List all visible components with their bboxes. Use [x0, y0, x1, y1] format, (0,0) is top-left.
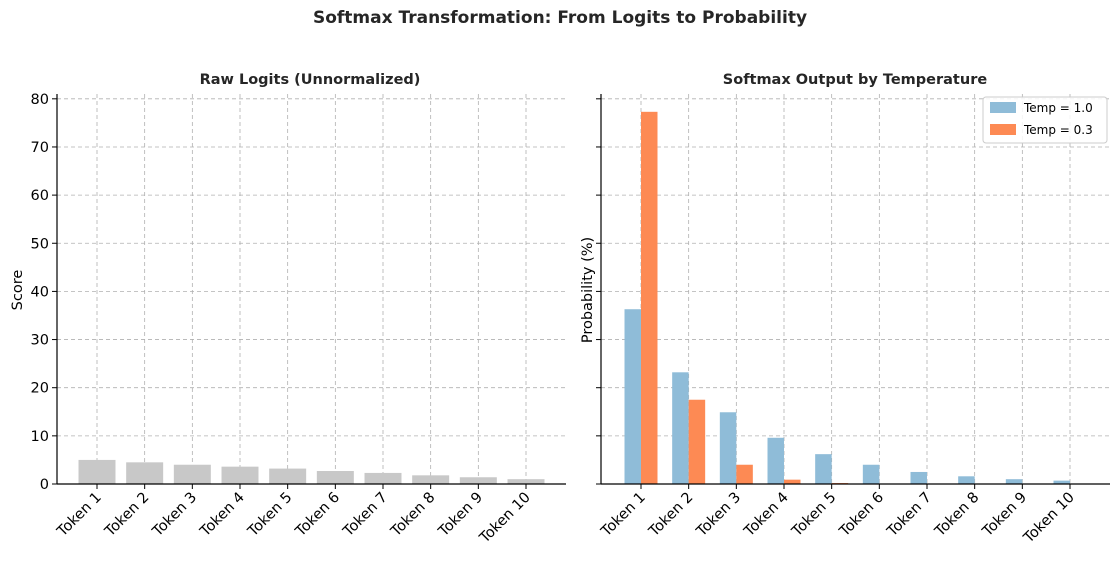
softmax-bars: [625, 112, 1071, 484]
logits-panel: Raw Logits (Unnormalized) Score 0 10 20 30 4…: [10, 72, 566, 547]
softmax-bar-temp-1-0-token-8: [958, 476, 975, 484]
logits-bar-token-2: [126, 462, 163, 484]
logits-y-tick-label-50: 50: [31, 236, 49, 252]
softmax-bar-temp-0-3-token-1: [641, 112, 658, 484]
softmax-y-axis-label: Probability (%): [580, 237, 596, 343]
logits-bar-token-9: [460, 477, 497, 484]
logits-y-tick-label-0: 0: [40, 477, 49, 493]
softmax-bar-temp-1-0-token-4: [768, 438, 785, 484]
logits-x-tick-label-token-8: Token 8: [388, 490, 439, 541]
softmax-y-ticks: [596, 99, 601, 484]
legend-swatch-temp-1-0: [990, 102, 1016, 113]
legend-swatch-temp-0-3: [990, 124, 1016, 135]
softmax-x-tick-label-token-2: Token 2: [646, 490, 697, 541]
logits-y-tick-label-20: 20: [31, 381, 49, 397]
softmax-panel: Softmax Output by Temperature Probabilit…: [580, 72, 1110, 547]
logits-x-tick-label-token-1: Token 1: [54, 490, 105, 541]
softmax-panel-title: Softmax Output by Temperature: [723, 72, 988, 88]
softmax-x-tick-label-token-8: Token 8: [932, 490, 983, 541]
logits-y-tick-label-80: 80: [31, 92, 49, 108]
logits-bar-token-3: [174, 465, 211, 484]
logits-x-tick-label-token-10: Token 10: [476, 490, 534, 548]
softmax-x-tick-label-token-3: Token 3: [693, 490, 744, 541]
legend-label-temp-1-0: Temp = 1.0: [1023, 101, 1093, 115]
logits-bar-token-10: [508, 479, 545, 484]
logits-x-tick-label-token-2: Token 2: [102, 490, 153, 541]
softmax-bar-temp-0-3-token-2: [689, 400, 706, 484]
legend: Temp = 1.0 Temp = 0.3: [983, 97, 1107, 143]
softmax-x-tick-label-token-5: Token 5: [789, 490, 840, 541]
logits-bar-token-1: [79, 460, 116, 484]
softmax-bar-temp-0-3-token-3: [736, 465, 753, 484]
logits-bar-token-6: [317, 471, 354, 484]
logits-axes: [57, 94, 566, 484]
logits-x-tick-label-token-4: Token 4: [197, 490, 248, 541]
softmax-bar-temp-1-0-token-1: [625, 309, 642, 484]
logits-y-tick-label-70: 70: [31, 140, 49, 156]
softmax-bar-temp-1-0-token-7: [911, 472, 928, 484]
softmax-x-tick-label-token-10: Token 10: [1020, 490, 1078, 548]
logits-x-tick-label-token-7: Token 7: [340, 490, 391, 541]
logits-y-axis-label: Score: [10, 270, 26, 311]
logits-bar-token-5: [269, 469, 306, 484]
logits-panel-title: Raw Logits (Unnormalized): [200, 72, 421, 88]
logits-bar-token-8: [412, 475, 449, 484]
logits-y-tick-label-60: 60: [31, 188, 49, 204]
logits-x-tick-label-token-5: Token 5: [245, 490, 296, 541]
softmax-bar-temp-1-0-token-6: [863, 465, 880, 484]
logits-bar-token-7: [365, 473, 402, 484]
logits-grid: [57, 94, 566, 484]
softmax-bar-temp-1-0-token-5: [815, 454, 832, 484]
softmax-x-tick-label-token-7: Token 7: [884, 490, 935, 541]
logits-bars: [79, 460, 545, 484]
logits-y-tick-label-30: 30: [31, 333, 49, 349]
softmax-bar-temp-0-3-token-4: [784, 480, 801, 484]
logits-x-tick-label-token-3: Token 3: [149, 490, 200, 541]
logits-y-tick-label-10: 10: [31, 429, 49, 445]
softmax-bar-temp-1-0-token-9: [1006, 479, 1023, 484]
softmax-bar-temp-1-0-token-2: [672, 372, 689, 484]
logits-bar-token-4: [222, 467, 259, 484]
figure-title: Softmax Transformation: From Logits to P…: [313, 8, 807, 28]
softmax-x-tick-label-token-4: Token 4: [741, 490, 792, 541]
legend-label-temp-0-3: Temp = 0.3: [1023, 123, 1093, 137]
logits-x-tick-label-token-6: Token 6: [292, 490, 343, 541]
softmax-bar-temp-1-0-token-3: [720, 412, 737, 484]
logits-y-ticks: 0 10 20 30 40 50 60 70 80: [31, 92, 57, 493]
softmax-x-tick-label-token-6: Token 6: [836, 490, 887, 541]
softmax-x-tick-label-token-1: Token 1: [598, 490, 649, 541]
logits-y-tick-label-40: 40: [31, 284, 49, 300]
